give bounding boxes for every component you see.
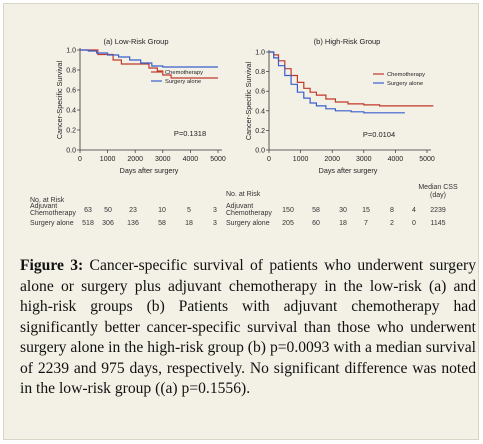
chart-title-high: (b) High-Risk Group [314, 37, 381, 46]
risk-value-high: 205 [282, 220, 294, 227]
risk-row-label-low: Surgery alone [30, 220, 74, 227]
x-tick-label-low: 5000 [210, 156, 226, 163]
x-tick-label-high: 4000 [388, 156, 404, 163]
y-tick-label-high: 0.2 [255, 128, 265, 135]
x-tick-label-low: 3000 [155, 156, 171, 163]
legend-label-low: Chemotherapy [165, 70, 203, 76]
p-value-low: P=0.1318 [174, 129, 206, 138]
y-tick-label-low: 0.8 [66, 68, 76, 75]
risk-value-high: 7 [364, 220, 368, 227]
chart-title-low: (a) Low-Risk Group [103, 37, 168, 46]
x-tick-label-low: 2000 [127, 156, 143, 163]
y-tick-label-low: 0.6 [66, 88, 76, 95]
risk-value-low: 136 [127, 220, 139, 227]
x-tick-label-high: 0 [267, 156, 271, 163]
risk-value-high: 15 [362, 207, 370, 214]
risk-value-low: 306 [102, 220, 114, 227]
series-line-high-surgery-alone [269, 51, 405, 114]
risk-value-low: 18 [185, 220, 193, 227]
figure-panel: (a) Low-Risk Group 0.0 0.2 0.4 0.6 0.8 1.0 0 100… [3, 3, 479, 440]
series-line-low-chemotherapy [80, 49, 218, 79]
risk-value-low: 63 [84, 207, 92, 214]
risk-header-high: No. at Risk [226, 191, 261, 198]
risk-value-low: 3 [213, 220, 217, 227]
risk-value-high: 60 [312, 220, 320, 227]
median-value-high: 2239 [430, 207, 446, 214]
x-tick-label-low: 4000 [183, 156, 199, 163]
series-line-low-surgery-alone [80, 49, 218, 68]
x-tick-label-low: 0 [78, 156, 82, 163]
risk-value-high: 8 [390, 207, 394, 214]
median-header-high: Median CSS [418, 184, 458, 191]
risk-value-low: 50 [104, 207, 112, 214]
x-tick-label-high: 3000 [356, 156, 372, 163]
risk-row-label-high: Adjuvant [226, 203, 254, 210]
risk-row-label-high: Chemotherapy [226, 210, 272, 217]
y-tick-label-low: 0.2 [66, 128, 76, 135]
legend-label-low: Surgery alone [165, 79, 201, 85]
risk-value-low: 3 [213, 207, 217, 214]
risk-value-high: 4 [412, 207, 416, 214]
y-tick-label-low: 0.0 [66, 148, 76, 155]
risk-value-high: 2 [390, 220, 394, 227]
legend-label-high: Surgery alone [387, 81, 423, 87]
median-value-high: 1145 [430, 220, 446, 227]
median-header-high: (day) [430, 192, 446, 199]
caption-text: Cancer-specific survival of patients who… [20, 257, 476, 397]
legend-label-high: Chemotherapy [387, 72, 425, 78]
series-line-high-chemotherapy [269, 51, 434, 107]
x-tick-label-low: 1000 [100, 156, 116, 163]
risk-row-label-high: Surgery alone [226, 220, 270, 227]
y-tick-label-high: 0.4 [255, 108, 265, 115]
y-axis-label-low: Cancer-Specific Survival [55, 60, 64, 139]
risk-value-high: 58 [312, 207, 320, 214]
risk-value-low: 58 [158, 220, 166, 227]
y-tick-label-high: 0.0 [255, 148, 265, 155]
figure-caption: Figure 3: Cancer-specific survival of pa… [20, 256, 476, 400]
risk-value-low: 10 [158, 207, 166, 214]
y-tick-label-high: 1.0 [255, 50, 265, 57]
risk-value-high: 150 [282, 207, 294, 214]
x-axis-label-low: Days after surgery [120, 166, 179, 175]
y-tick-label-high: 0.8 [255, 69, 265, 76]
x-tick-label-high: 1000 [293, 156, 309, 163]
risk-row-label-low: Chemotherapy [30, 210, 76, 217]
risk-value-low: 518 [82, 220, 94, 227]
y-axis-label-high: Cancer-Specific Survival [244, 61, 253, 140]
risk-value-high: 0 [412, 220, 416, 227]
y-tick-label-low: 1.0 [66, 48, 76, 55]
x-tick-label-high: 2000 [324, 156, 340, 163]
y-tick-label-high: 0.6 [255, 89, 265, 96]
risk-header-low: No. at Risk [30, 197, 65, 204]
risk-value-low: 23 [129, 207, 137, 214]
risk-value-low: 5 [187, 207, 191, 214]
x-axis-label-high: Days after surgery [319, 166, 378, 175]
survival-curves: (a) Low-Risk Group 0.0 0.2 0.4 0.6 0.8 1.0 0 100… [55, 37, 435, 175]
x-tick-label-high: 5000 [419, 156, 435, 163]
risk-value-high: 30 [339, 207, 347, 214]
caption-label: Figure 3: [20, 257, 84, 274]
y-tick-label-low: 0.4 [66, 108, 76, 115]
risk-value-high: 18 [339, 220, 347, 227]
risk-row-label-low: Adjuvant [30, 203, 58, 210]
p-value-high: P=0.0104 [363, 130, 395, 139]
